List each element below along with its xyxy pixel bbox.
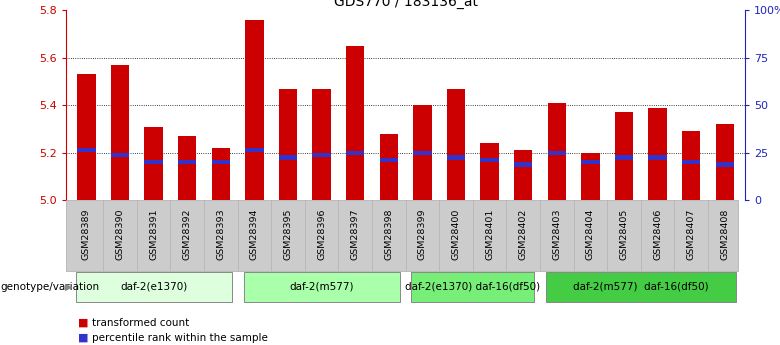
Bar [648,155,667,159]
Bar [682,131,700,200]
Text: GSM28394: GSM28394 [250,209,259,260]
Bar [77,75,96,200]
Text: GSM28395: GSM28395 [283,209,292,260]
Text: GSM28408: GSM28408 [720,209,729,260]
Text: GSM28403: GSM28403 [552,209,562,260]
Text: daf-2(m577): daf-2(m577) [289,282,354,292]
Text: GSM28399: GSM28399 [418,209,427,260]
Bar [615,155,633,159]
Bar [278,89,297,200]
Text: GSM28392: GSM28392 [183,209,192,260]
Bar [581,160,600,164]
Bar [480,158,499,162]
Title: GDS770 / 183136_at: GDS770 / 183136_at [334,0,477,9]
Text: GSM28390: GSM28390 [115,209,125,260]
Text: ■: ■ [78,333,88,343]
Bar [546,273,736,302]
Bar [111,153,129,157]
Text: GSM28402: GSM28402 [519,209,528,260]
Bar [412,273,534,302]
Text: GSM28393: GSM28393 [216,209,225,260]
Text: daf-2(m577)  daf-16(df50): daf-2(m577) daf-16(df50) [573,282,708,292]
Bar [548,103,566,200]
Bar [178,160,197,164]
Text: GSM28407: GSM28407 [686,209,696,260]
Bar [144,160,163,164]
Text: GSM28397: GSM28397 [351,209,360,260]
Text: GSM28398: GSM28398 [385,209,393,260]
Text: ■: ■ [78,318,88,327]
Bar [380,134,398,200]
Text: daf-2(e1370) daf-16(df50): daf-2(e1370) daf-16(df50) [406,282,541,292]
Bar [715,162,734,167]
Bar [245,148,264,152]
Bar [346,150,364,155]
Bar [211,160,230,164]
Text: GSM28401: GSM28401 [485,209,494,260]
Text: GSM28405: GSM28405 [619,209,629,260]
Text: transformed count: transformed count [92,318,190,327]
Text: GSM28389: GSM28389 [82,209,91,260]
Bar [480,143,499,200]
Bar [278,155,297,159]
Bar [77,148,96,152]
Text: ▶: ▶ [65,282,73,292]
Text: GSM28396: GSM28396 [317,209,326,260]
Bar [312,153,331,157]
Bar [447,89,465,200]
Bar [76,273,232,302]
Bar [581,152,600,200]
Text: GSM28391: GSM28391 [149,209,158,260]
Bar [178,136,197,200]
Text: daf-2(e1370): daf-2(e1370) [120,282,187,292]
Text: genotype/variation: genotype/variation [1,282,100,292]
Bar [245,20,264,200]
Bar [346,46,364,200]
Bar [514,150,533,200]
Text: GSM28404: GSM28404 [586,209,595,260]
Bar [548,150,566,155]
Bar [447,155,465,159]
Text: GSM28406: GSM28406 [653,209,662,260]
Bar [243,273,399,302]
Bar [413,105,431,200]
Bar [111,65,129,200]
Bar [211,148,230,200]
Bar [715,124,734,200]
Bar [648,108,667,200]
Bar [514,162,533,167]
Bar [312,89,331,200]
Bar [682,160,700,164]
Bar [144,127,163,200]
Text: GSM28400: GSM28400 [452,209,460,260]
Bar [413,150,431,155]
Bar [380,158,398,162]
Text: percentile rank within the sample: percentile rank within the sample [92,333,268,343]
Bar [615,112,633,200]
